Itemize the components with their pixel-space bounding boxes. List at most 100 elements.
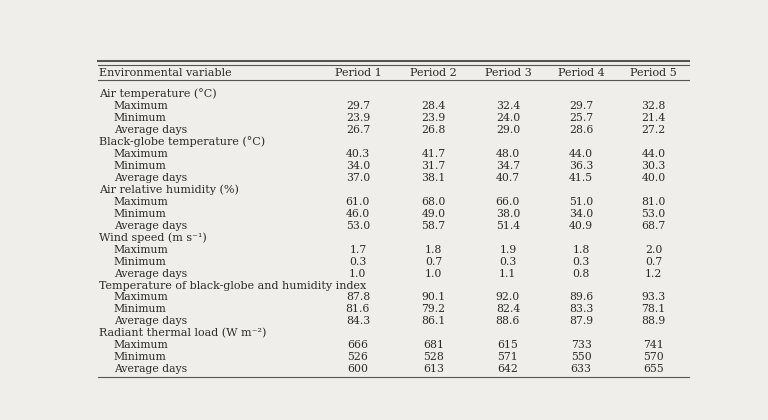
Text: 1.0: 1.0	[349, 268, 366, 278]
Text: Minimum: Minimum	[114, 304, 167, 315]
Text: 528: 528	[423, 352, 444, 362]
Text: 0.8: 0.8	[572, 268, 590, 278]
Text: 0.7: 0.7	[645, 257, 662, 267]
Text: Period 2: Period 2	[410, 68, 457, 78]
Text: 53.0: 53.0	[641, 209, 666, 219]
Text: 32.8: 32.8	[641, 101, 666, 111]
Text: Wind speed (m s⁻¹): Wind speed (m s⁻¹)	[99, 232, 207, 243]
Text: 1.0: 1.0	[425, 268, 442, 278]
Text: Air temperature (°C): Air temperature (°C)	[99, 89, 217, 100]
Text: 23.9: 23.9	[346, 113, 370, 123]
Text: 37.0: 37.0	[346, 173, 370, 183]
Text: Minimum: Minimum	[114, 113, 167, 123]
Text: 86.1: 86.1	[422, 316, 445, 326]
Text: 26.8: 26.8	[422, 125, 445, 135]
Text: 83.3: 83.3	[569, 304, 593, 315]
Text: 570: 570	[644, 352, 664, 362]
Text: Average days: Average days	[114, 125, 187, 135]
Text: 1.2: 1.2	[645, 268, 662, 278]
Text: Average days: Average days	[114, 268, 187, 278]
Text: 1.1: 1.1	[499, 268, 517, 278]
Text: 88.6: 88.6	[495, 316, 520, 326]
Text: 32.4: 32.4	[496, 101, 520, 111]
Text: 21.4: 21.4	[641, 113, 666, 123]
Text: 642: 642	[498, 364, 518, 374]
Text: Maximum: Maximum	[114, 340, 169, 350]
Text: 633: 633	[571, 364, 591, 374]
Text: 44.0: 44.0	[569, 149, 593, 159]
Text: 38.0: 38.0	[495, 209, 520, 219]
Text: 741: 741	[644, 340, 664, 350]
Text: 88.9: 88.9	[641, 316, 666, 326]
Text: 26.7: 26.7	[346, 125, 370, 135]
Text: 0.3: 0.3	[499, 257, 517, 267]
Text: 92.0: 92.0	[496, 292, 520, 302]
Text: 68.7: 68.7	[641, 220, 666, 231]
Text: 34.0: 34.0	[346, 161, 370, 171]
Text: Average days: Average days	[114, 364, 187, 374]
Text: Period 3: Period 3	[485, 68, 531, 78]
Text: 51.4: 51.4	[496, 220, 520, 231]
Text: Minimum: Minimum	[114, 257, 167, 267]
Text: 38.1: 38.1	[422, 173, 445, 183]
Text: 34.0: 34.0	[569, 209, 593, 219]
Text: 78.1: 78.1	[641, 304, 666, 315]
Text: 84.3: 84.3	[346, 316, 370, 326]
Text: 46.0: 46.0	[346, 209, 370, 219]
Text: 615: 615	[498, 340, 518, 350]
Text: 44.0: 44.0	[641, 149, 666, 159]
Text: 27.2: 27.2	[641, 125, 666, 135]
Text: 1.9: 1.9	[499, 244, 517, 255]
Text: 40.0: 40.0	[641, 173, 666, 183]
Text: Minimum: Minimum	[114, 209, 167, 219]
Text: 81.0: 81.0	[641, 197, 666, 207]
Text: 28.4: 28.4	[422, 101, 445, 111]
Text: 2.0: 2.0	[645, 244, 662, 255]
Text: 23.9: 23.9	[422, 113, 445, 123]
Text: 68.0: 68.0	[422, 197, 445, 207]
Text: 0.7: 0.7	[425, 257, 442, 267]
Text: 571: 571	[498, 352, 518, 362]
Text: 40.7: 40.7	[496, 173, 520, 183]
Text: 526: 526	[347, 352, 369, 362]
Text: Environmental variable: Environmental variable	[99, 68, 232, 78]
Text: 34.7: 34.7	[496, 161, 520, 171]
Text: 89.6: 89.6	[569, 292, 593, 302]
Text: 40.3: 40.3	[346, 149, 370, 159]
Text: 1.7: 1.7	[349, 244, 366, 255]
Text: Minimum: Minimum	[114, 352, 167, 362]
Text: 51.0: 51.0	[569, 197, 593, 207]
Text: Minimum: Minimum	[114, 161, 167, 171]
Text: Period 1: Period 1	[335, 68, 381, 78]
Text: 29.0: 29.0	[496, 125, 520, 135]
Text: 613: 613	[423, 364, 444, 374]
Text: 0.3: 0.3	[572, 257, 590, 267]
Text: Maximum: Maximum	[114, 292, 169, 302]
Text: 40.9: 40.9	[569, 220, 593, 231]
Text: Average days: Average days	[114, 316, 187, 326]
Text: 30.3: 30.3	[641, 161, 666, 171]
Text: 58.7: 58.7	[422, 220, 445, 231]
Text: 1.8: 1.8	[425, 244, 442, 255]
Text: Maximum: Maximum	[114, 101, 169, 111]
Text: 48.0: 48.0	[496, 149, 520, 159]
Text: 0.3: 0.3	[349, 257, 366, 267]
Text: 733: 733	[571, 340, 591, 350]
Text: 31.7: 31.7	[422, 161, 445, 171]
Text: 53.0: 53.0	[346, 220, 370, 231]
Text: 600: 600	[347, 364, 369, 374]
Text: 36.3: 36.3	[569, 161, 593, 171]
Text: Maximum: Maximum	[114, 149, 169, 159]
Text: Average days: Average days	[114, 173, 187, 183]
Text: 90.1: 90.1	[422, 292, 445, 302]
Text: 550: 550	[571, 352, 591, 362]
Text: 87.9: 87.9	[569, 316, 593, 326]
Text: 29.7: 29.7	[346, 101, 370, 111]
Text: 29.7: 29.7	[569, 101, 593, 111]
Text: Period 5: Period 5	[631, 68, 677, 78]
Text: Maximum: Maximum	[114, 244, 169, 255]
Text: Black-globe temperature (°C): Black-globe temperature (°C)	[99, 136, 265, 147]
Text: 81.6: 81.6	[346, 304, 370, 315]
Text: 1.8: 1.8	[572, 244, 590, 255]
Text: 24.0: 24.0	[496, 113, 520, 123]
